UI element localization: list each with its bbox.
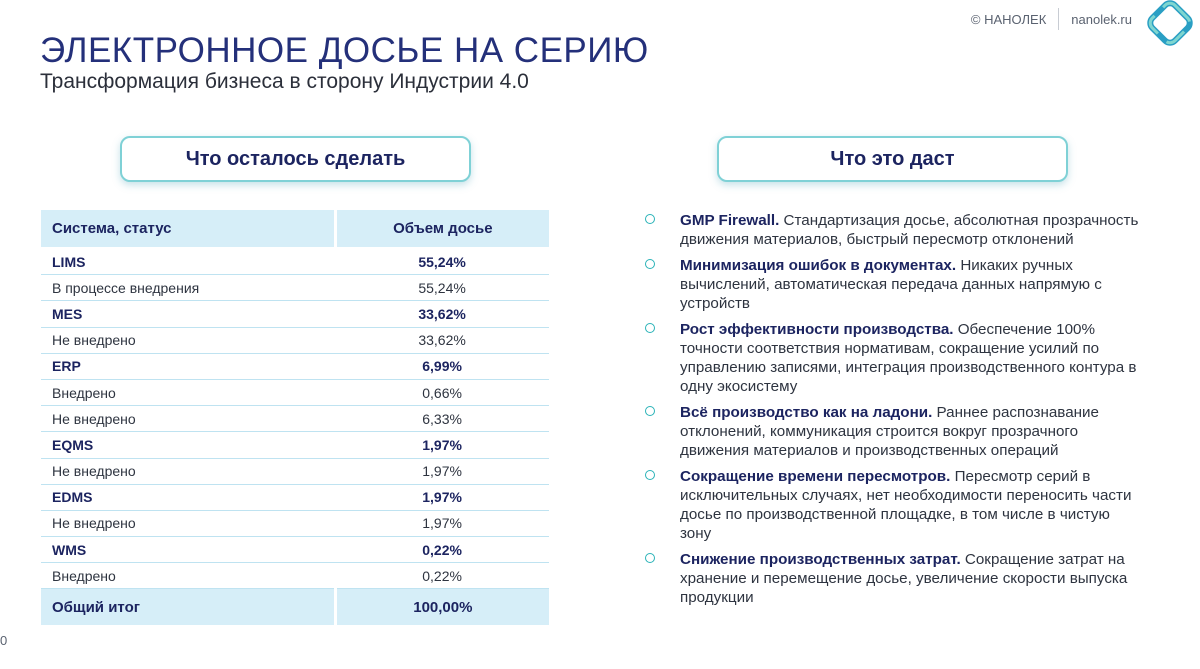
- table-row: Внедрено 0,22%: [41, 562, 549, 590]
- row-label: В процессе внедрения: [41, 274, 336, 302]
- table-row: Внедрено 0,66%: [41, 379, 549, 407]
- page-number: 0: [0, 633, 8, 648]
- list-item: Всё производство как на ладони. Раннее р…: [645, 403, 1145, 460]
- row-value: 0,66%: [335, 379, 549, 407]
- row-value: 0,22%: [335, 562, 549, 590]
- table-total-row: Общий итог 100,00%: [41, 588, 549, 626]
- copyright-text: © НАНОЛЕК: [970, 11, 1047, 27]
- benefit-text: Раннее распознавание отклонений, коммуни…: [680, 404, 1099, 459]
- table-row: Не внедрено 1,97%: [41, 458, 549, 485]
- list-item: Снижение производственных затрат. Сокращ…: [645, 550, 1145, 607]
- row-label: MES: [41, 300, 336, 328]
- circle-bullet-icon: [645, 406, 655, 416]
- benefits-list: GMP Firewall. Стандартизация досье, абсо…: [645, 211, 1145, 614]
- row-label: ERP: [41, 353, 336, 380]
- table-row: В процессе внедрения 55,24%: [41, 274, 549, 302]
- row-label: Не внедрено: [41, 458, 336, 485]
- row-value: 55,24%: [335, 274, 549, 302]
- table-row: Не внедрено 6,33%: [41, 405, 549, 433]
- benefit-title: Сокращение времени пересмотров.: [680, 468, 951, 485]
- benefits-heading: Что это даст: [717, 136, 1068, 182]
- nanolek-logo-icon: [1147, 0, 1193, 46]
- benefit-text: Никаких ручных вычислений, автоматическа…: [680, 257, 1102, 312]
- list-item: Рост эффективности производства. Обеспеч…: [645, 320, 1145, 396]
- table-header-row: Система, статус Объем досье: [41, 210, 549, 249]
- page-title: ЭЛЕКТРОННОЕ ДОСЬЕ НА СЕРИЮ: [40, 31, 649, 71]
- benefit-text: Стандартизация досье, абсолютная прозрач…: [680, 212, 1139, 248]
- table-row: Не внедрено 33,62%: [41, 327, 549, 354]
- row-label: LIMS: [41, 248, 336, 276]
- table-row: MES 33,62%: [41, 300, 549, 328]
- row-value: 33,62%: [335, 327, 549, 354]
- row-value: 1,97%: [335, 458, 549, 485]
- benefit-title: GMP Firewall.: [680, 212, 780, 229]
- row-label: EDMS: [41, 484, 336, 511]
- row-value: 0,22%: [335, 536, 549, 564]
- circle-bullet-icon: [645, 214, 655, 224]
- site-link[interactable]: nanolek.ru: [1071, 11, 1132, 27]
- column-header-system: Система, статус: [41, 210, 337, 249]
- row-value: 1,97%: [335, 510, 549, 538]
- todo-heading: Что осталось сделать: [120, 136, 471, 182]
- column-header-volume: Объем досье: [335, 210, 549, 249]
- circle-bullet-icon: [645, 323, 655, 333]
- row-label: Не внедрено: [41, 510, 336, 538]
- row-value: 1,97%: [335, 431, 549, 459]
- circle-bullet-icon: [645, 553, 655, 563]
- row-value: 1,97%: [335, 484, 549, 511]
- row-label: Не внедрено: [41, 405, 336, 433]
- benefit-text: Пересмотр серий в исключительных случаях…: [680, 468, 1132, 542]
- list-item: Минимизация ошибок в документах. Никаких…: [645, 256, 1145, 313]
- benefit-title: Снижение производственных затрат.: [680, 551, 961, 568]
- benefit-text: Обеспечение 100% точности соответствия н…: [680, 321, 1137, 395]
- circle-bullet-icon: [645, 259, 655, 269]
- table-row: EDMS 1,97%: [41, 484, 549, 511]
- list-item: GMP Firewall. Стандартизация досье, абсо…: [645, 211, 1145, 249]
- table-row: WMS 0,22%: [41, 536, 549, 564]
- dossier-table: Система, статус Объем досье LIMS 55,24% В…: [41, 210, 549, 626]
- page-subtitle: Трансформация бизнеса в сторону Индустри…: [40, 70, 529, 93]
- total-label: Общий итог: [41, 588, 337, 626]
- table-row: ERP 6,99%: [41, 353, 549, 380]
- benefit-title: Минимизация ошибок в документах.: [680, 257, 957, 274]
- benefit-title: Всё производство как на ладони.: [680, 404, 933, 421]
- header-meta: © НАНОЛЕК nanolek.ru: [971, 8, 1132, 30]
- row-label: Внедрено: [41, 379, 336, 407]
- row-value: 33,62%: [335, 300, 549, 328]
- row-label: Не внедрено: [41, 327, 336, 354]
- list-item: Сокращение времени пересмотров. Пересмот…: [645, 467, 1145, 543]
- row-label: WMS: [41, 536, 336, 564]
- row-value: 6,99%: [335, 353, 549, 380]
- benefit-text: Сокращение затрат на хранение и перемеще…: [680, 551, 1128, 606]
- row-value: 6,33%: [335, 405, 549, 433]
- circle-bullet-icon: [645, 470, 655, 480]
- row-label: EQMS: [41, 431, 336, 459]
- header-divider: [1058, 8, 1060, 30]
- row-value: 55,24%: [335, 248, 549, 276]
- total-value: 100,00%: [335, 588, 549, 626]
- table-row: LIMS 55,24%: [41, 248, 549, 276]
- table-row: Не внедрено 1,97%: [41, 510, 549, 538]
- benefit-title: Рост эффективности производства.: [680, 321, 954, 338]
- row-label: Внедрено: [41, 562, 336, 590]
- table-row: EQMS 1,97%: [41, 431, 549, 459]
